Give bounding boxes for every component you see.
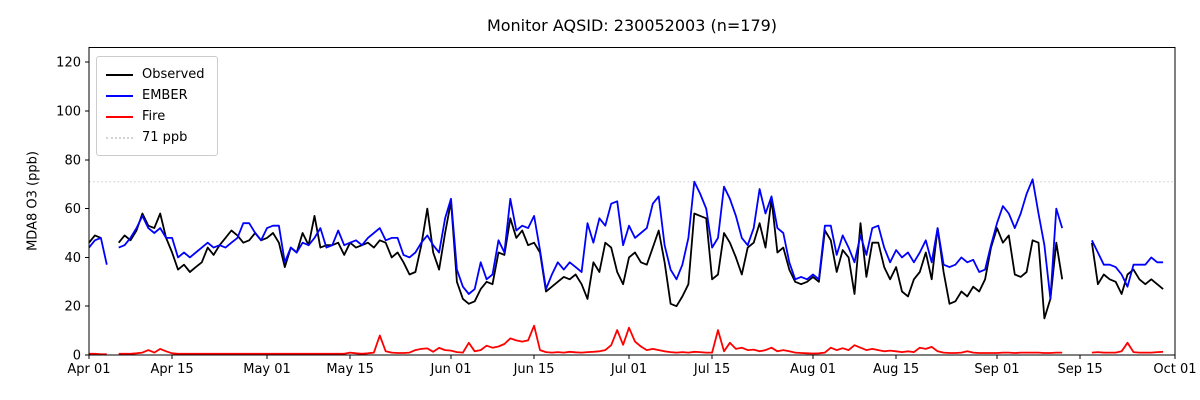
threshold-line-swatch — [106, 136, 133, 139]
svg-text:May 15: May 15 — [326, 362, 374, 377]
legend-label-ember: EMBER — [142, 88, 188, 103]
svg-text:Aug 01: Aug 01 — [790, 362, 836, 377]
legend-label-threshold: 71 ppb — [142, 130, 188, 145]
svg-text:Sep 15: Sep 15 — [1057, 362, 1102, 377]
svg-text:60: 60 — [64, 202, 81, 217]
legend: Observed EMBER Fire 71 ppb — [96, 56, 218, 156]
legend-label-fire: Fire — [142, 109, 166, 124]
legend-label-observed: Observed — [142, 67, 205, 82]
legend-item-threshold: 71 ppb — [106, 127, 205, 148]
svg-text:Aug 15: Aug 15 — [873, 362, 919, 377]
svg-text:100: 100 — [56, 104, 81, 119]
svg-text:0: 0 — [73, 349, 81, 364]
svg-text:May 01: May 01 — [243, 362, 291, 377]
observed-line-swatch — [106, 73, 133, 76]
svg-text:80: 80 — [64, 153, 81, 168]
svg-text:Jun 15: Jun 15 — [513, 362, 555, 377]
svg-text:Sep 01: Sep 01 — [974, 362, 1019, 377]
svg-text:Apr 01: Apr 01 — [67, 362, 110, 377]
legend-item-fire: Fire — [106, 106, 205, 127]
svg-text:Jun 01: Jun 01 — [430, 362, 472, 377]
fire-line-swatch — [106, 115, 133, 118]
chart-title: Monitor AQSID: 230052003 (n=179) — [486, 16, 778, 35]
ember-line-swatch — [106, 94, 133, 97]
legend-item-ember: EMBER — [106, 85, 205, 106]
svg-text:20: 20 — [64, 300, 81, 315]
svg-text:Apr 15: Apr 15 — [150, 362, 193, 377]
svg-text:Oct 01: Oct 01 — [1153, 362, 1196, 377]
svg-text:Jul 01: Jul 01 — [610, 362, 647, 377]
svg-text:120: 120 — [56, 56, 81, 71]
legend-item-observed: Observed — [106, 64, 205, 85]
svg-text:40: 40 — [64, 251, 81, 266]
svg-text:Jul 15: Jul 15 — [693, 362, 730, 377]
